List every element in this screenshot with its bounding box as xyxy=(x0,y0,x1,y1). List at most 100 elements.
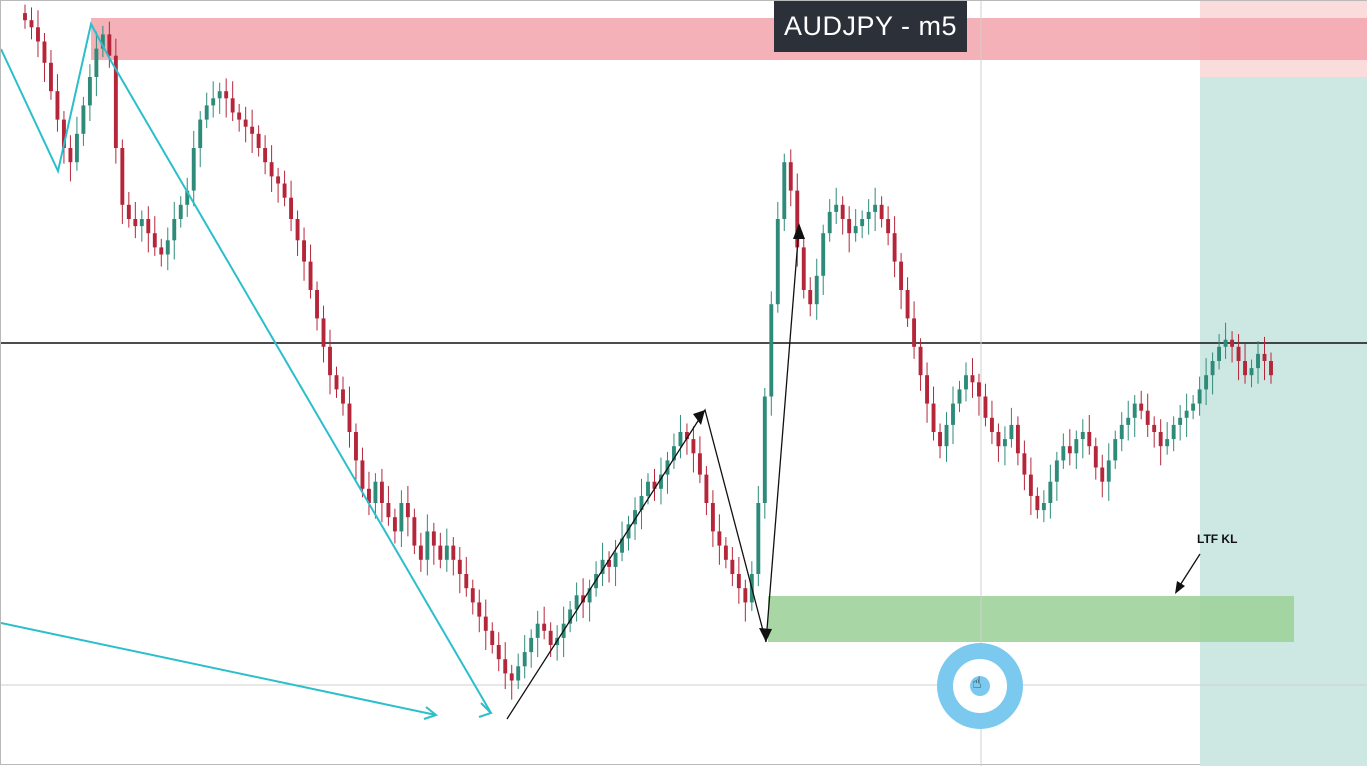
candle-bullish xyxy=(827,211,832,234)
candle-bullish xyxy=(944,424,949,447)
candle-bullish xyxy=(1132,403,1137,418)
candle-bullish xyxy=(957,389,962,404)
candle-bullish xyxy=(74,133,79,163)
candle-bullish xyxy=(217,91,222,99)
candle-bullish xyxy=(1119,424,1124,440)
candle-bearish xyxy=(886,219,891,234)
candle-bearish xyxy=(334,375,339,390)
candle-bearish xyxy=(392,517,397,532)
candle-bullish xyxy=(1217,346,1222,361)
candle-bearish xyxy=(736,574,741,589)
candle-bullish xyxy=(775,219,780,305)
candle-bullish xyxy=(678,432,683,447)
candle-bearish xyxy=(1243,361,1247,376)
candle-bearish xyxy=(607,559,612,567)
arrowhead-black-3 xyxy=(793,223,805,239)
candle-bearish xyxy=(1269,361,1273,376)
candle-bearish xyxy=(68,148,73,163)
candle-bearish xyxy=(328,346,332,376)
candle-bearish xyxy=(315,290,319,319)
candle-bearish xyxy=(113,55,118,149)
candle-bullish xyxy=(860,219,865,227)
candle-bullish xyxy=(964,375,968,390)
candle-bearish xyxy=(503,659,508,674)
candle-bullish xyxy=(620,538,624,553)
candle-bearish xyxy=(470,588,475,603)
candle-bearish xyxy=(977,382,981,397)
candle-bullish xyxy=(568,609,573,624)
candle-bearish xyxy=(230,98,235,113)
swing-line-teal-2 xyxy=(0,622,437,716)
candle-bullish xyxy=(1041,503,1046,511)
candle-bearish xyxy=(730,559,735,574)
candle-bearish xyxy=(697,453,702,475)
candle-bullish xyxy=(522,652,527,667)
candle-bearish xyxy=(879,204,884,219)
candle-bullish xyxy=(1074,439,1079,454)
candle-bearish xyxy=(684,432,689,440)
candle-bearish xyxy=(808,290,813,305)
supply-zone xyxy=(91,18,1367,60)
candle-bearish xyxy=(1158,432,1163,447)
candle-bearish xyxy=(1067,446,1072,454)
candle-bullish xyxy=(1223,339,1228,347)
candle-bearish xyxy=(431,531,436,546)
candles-group xyxy=(23,4,1273,700)
candle-bearish xyxy=(899,261,904,290)
candle-bullish xyxy=(516,666,521,681)
candle-bearish xyxy=(847,219,852,234)
candle-bearish xyxy=(1230,339,1235,347)
candle-bearish xyxy=(321,318,326,347)
candle-bearish xyxy=(548,630,553,645)
candle-bearish xyxy=(224,91,229,99)
arrowhead-black-1 xyxy=(693,410,705,425)
candle-bearish xyxy=(295,219,300,241)
candle-bullish xyxy=(535,623,540,638)
candle-bearish xyxy=(1022,453,1027,475)
swing-line-black xyxy=(506,226,800,720)
candle-bearish xyxy=(405,503,410,518)
cursor-highlight: ☝ xyxy=(937,643,1023,729)
candle-bearish xyxy=(925,375,929,404)
candle-bearish xyxy=(263,148,268,163)
candle-bearish xyxy=(289,197,294,219)
candle-bullish xyxy=(756,503,761,574)
candle-bearish xyxy=(483,616,488,631)
candle-bullish xyxy=(1106,460,1111,482)
candle-bullish xyxy=(951,403,955,425)
candle-bearish xyxy=(892,233,897,262)
candle-bearish xyxy=(1028,474,1033,496)
candle-bearish xyxy=(120,148,125,205)
candle-bullish xyxy=(204,105,209,120)
candle-bullish xyxy=(1197,389,1202,404)
candle-bullish xyxy=(1210,361,1215,376)
candle-bullish xyxy=(185,190,190,205)
candle-bearish xyxy=(652,481,657,489)
candle-bullish xyxy=(821,233,826,276)
candle-bullish xyxy=(198,119,203,148)
candle-bullish xyxy=(87,77,92,106)
arrowhead-teal-1 xyxy=(478,702,493,718)
candle-bullish xyxy=(646,481,650,496)
candle-bearish xyxy=(912,318,917,347)
candle-bearish xyxy=(133,219,138,227)
candle-bullish xyxy=(659,474,663,489)
candle-bearish xyxy=(1015,424,1020,454)
candle-bullish xyxy=(1002,439,1007,447)
candle-bearish xyxy=(490,630,495,645)
candle-bullish xyxy=(1080,432,1085,440)
cursor-dot xyxy=(970,676,990,696)
candle-bearish xyxy=(61,119,66,148)
candle-bearish xyxy=(451,545,456,560)
demand-zone xyxy=(768,596,1294,642)
candle-bullish xyxy=(172,219,177,241)
candle-bearish xyxy=(282,183,287,198)
candle-bearish xyxy=(457,559,462,574)
candle-bullish xyxy=(100,34,105,49)
symbol-title: AUDJPY - m5 xyxy=(774,1,967,52)
candle-bullish xyxy=(769,304,774,397)
candle-bullish xyxy=(1249,368,1254,376)
candle-bullish xyxy=(425,531,430,560)
